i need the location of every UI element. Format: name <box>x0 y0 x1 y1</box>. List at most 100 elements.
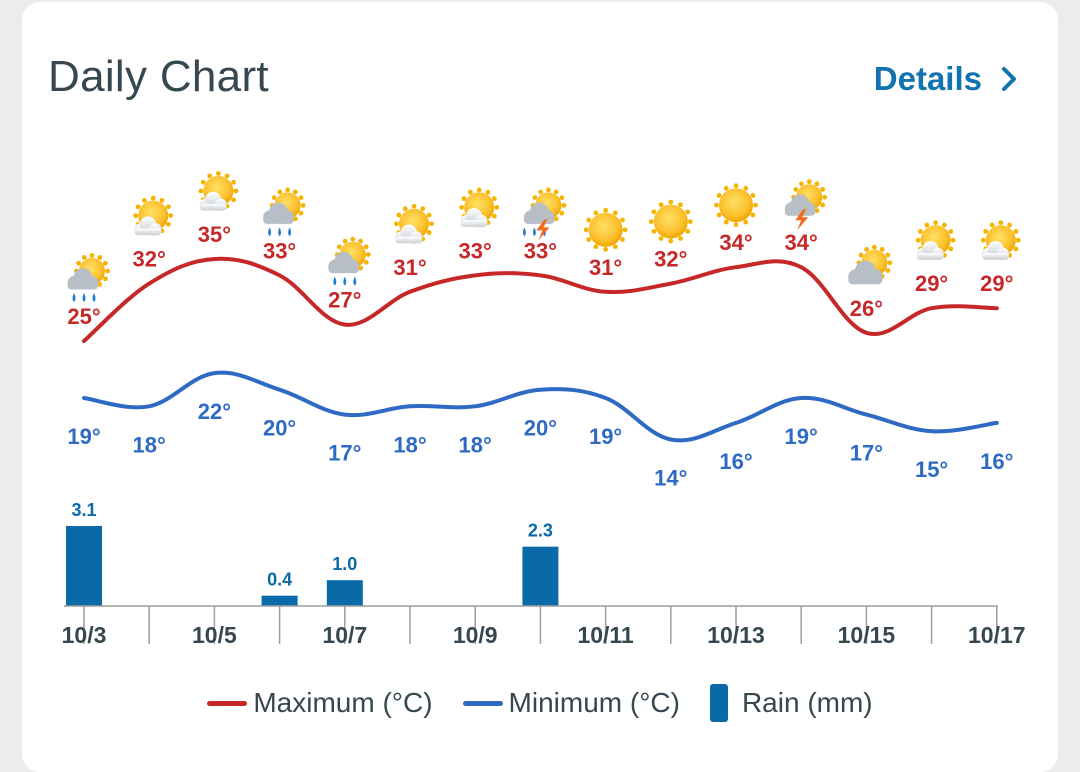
sun-rays <box>648 199 693 244</box>
max-temp-label: 33° <box>524 238 557 263</box>
cloud-base <box>67 281 99 290</box>
sun-ray <box>1015 237 1021 243</box>
max-temp-label: 26° <box>850 296 883 321</box>
sun-ray <box>89 253 95 258</box>
sun-ray <box>103 260 108 266</box>
sun-ray <box>716 212 722 218</box>
sun-ray <box>885 268 891 273</box>
sun-ray <box>231 197 236 203</box>
sun-ray <box>1013 229 1019 234</box>
sun-ray <box>561 203 567 208</box>
details-button[interactable]: Details <box>874 60 1018 98</box>
sun-ray <box>300 203 306 208</box>
sun-ray <box>879 246 885 252</box>
rain-bar <box>66 526 102 606</box>
sun-ray <box>411 203 417 209</box>
min-temp-label: 19° <box>785 424 818 449</box>
sun-ray <box>716 193 722 198</box>
legend-item-max: Maximum (°C) <box>207 687 433 719</box>
cloud-base <box>263 216 294 224</box>
rain-icon <box>328 236 371 286</box>
sun-ray <box>491 196 497 202</box>
rain-bar <box>522 546 559 606</box>
cloud-shape <box>460 208 488 227</box>
sun-ray <box>168 213 174 219</box>
cloud-shape <box>263 202 294 224</box>
rain-value-label: 1.0 <box>332 554 357 574</box>
sun-ray <box>363 244 369 250</box>
sun-ray <box>358 238 363 244</box>
sun-ray <box>714 202 719 208</box>
max-temp-label: 25° <box>67 304 100 329</box>
thunder-icon <box>784 179 828 231</box>
sun-disc <box>588 212 623 247</box>
cloud-shape <box>784 194 816 216</box>
sun-ray <box>1013 246 1019 252</box>
sun-ray <box>583 227 589 233</box>
x-tick-label: 10/3 <box>62 622 107 648</box>
sun-ray <box>814 208 820 214</box>
sun-ray <box>277 189 283 195</box>
sun-ray <box>1007 222 1012 228</box>
sun-ray <box>461 196 467 202</box>
sun-ray <box>285 187 290 193</box>
rain-icon <box>263 187 306 237</box>
rain-drop <box>288 227 292 237</box>
sun-ray <box>933 220 938 226</box>
sun-ray <box>553 216 559 222</box>
rain-drop <box>522 227 526 237</box>
sun-ray <box>298 210 304 216</box>
sun-ray <box>420 206 426 212</box>
sun-ray <box>97 282 103 287</box>
x-tick-label: 10/5 <box>192 622 237 648</box>
details-label: Details <box>873 60 982 97</box>
rain-drop <box>278 227 282 237</box>
sun-ray <box>593 244 599 250</box>
rain-value-label: 2.3 <box>528 521 553 541</box>
sun-ray <box>678 236 683 241</box>
legend-label-rain: Rain (mm) <box>741 687 873 718</box>
max-temp-label: 34° <box>785 230 818 255</box>
sunny-icon <box>714 183 758 228</box>
cloud-shape <box>916 240 944 260</box>
sun-disc <box>719 188 753 223</box>
sun-ray <box>622 227 628 233</box>
cloud-shape <box>67 268 99 290</box>
sun-ray <box>668 238 674 244</box>
sun-ray <box>198 188 204 194</box>
sun-ray <box>612 244 618 250</box>
sun-ray <box>426 212 432 218</box>
sun-ray <box>948 246 954 252</box>
sun-ray <box>365 252 371 257</box>
x-tick-label: 10/11 <box>577 622 633 648</box>
sun-ray <box>603 207 608 213</box>
min-temp-label: 18° <box>393 432 426 457</box>
min-temp-label: 15° <box>915 457 948 482</box>
max-temp-label: 35° <box>198 222 231 247</box>
min-temp-label: 14° <box>654 466 687 491</box>
lightning-bolt <box>536 219 550 241</box>
max-temp-label: 33° <box>459 238 492 263</box>
cloud-shape <box>982 240 1010 260</box>
sun-ray <box>76 260 81 266</box>
sun-ray <box>336 244 342 250</box>
sun-ray <box>685 209 691 215</box>
sun-ray <box>81 255 87 260</box>
sun-ray <box>491 213 497 219</box>
min-temp-label: 18° <box>133 432 166 457</box>
sun-ray <box>459 205 465 210</box>
sun-ray <box>723 185 729 191</box>
sun-ray <box>396 212 402 218</box>
sun-ray <box>233 188 239 194</box>
partly-sunny-icon <box>133 195 174 236</box>
cloud-base <box>916 252 944 260</box>
min-temp-label: 19° <box>67 424 100 449</box>
cloud-shape <box>395 224 423 244</box>
sun-ray <box>559 210 565 216</box>
max-temp-label: 32° <box>654 247 687 272</box>
cloud-shape <box>199 191 227 211</box>
sun-ray <box>402 206 408 212</box>
partly-sunny-icon <box>198 171 239 211</box>
sun-ray <box>687 219 693 225</box>
